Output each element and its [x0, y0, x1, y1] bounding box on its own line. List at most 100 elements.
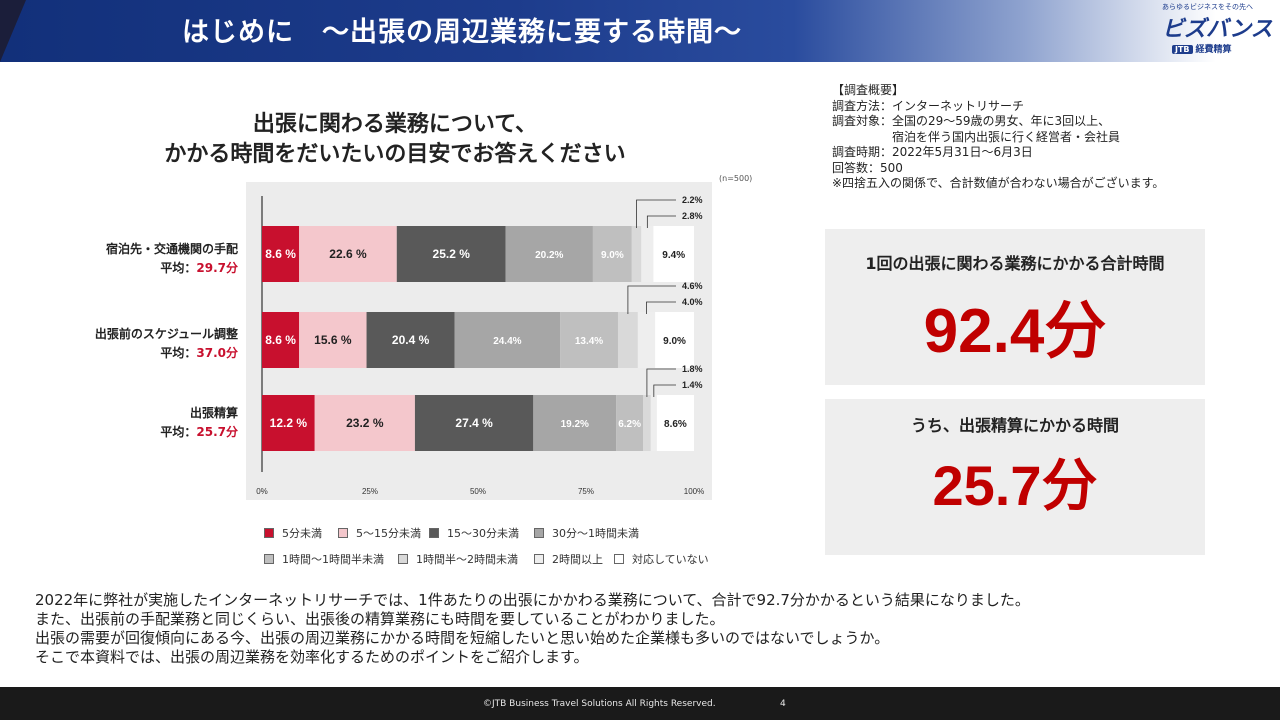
bar-segment: [414, 395, 534, 451]
survey-line: 回答数：500: [832, 160, 903, 175]
stat-label: 1回の出張に関わる業務にかかる合計時間: [865, 254, 1165, 273]
chart-panel: 0% 25% 50% 75% 100% 8.6 % 22.6 % 25.2 % 20.2% 9.0…: [246, 182, 712, 500]
bar-segment: [262, 312, 300, 368]
bar-segment: [533, 395, 617, 451]
average-prefix: 平均：: [160, 261, 197, 275]
legend-label: 1時間半～2時間未満: [416, 553, 518, 566]
legend-swatch: [614, 554, 624, 564]
row-label-settlement: 出張精算 平均：25.7分: [38, 404, 238, 442]
row-average: 平均：37.0分: [38, 344, 238, 363]
legend-item: 1時間～1時間半未満: [264, 551, 384, 567]
chart-sample-size: (n=500): [719, 174, 753, 183]
copyright: ©JTB Business Travel Solutions All Right…: [483, 699, 716, 709]
summary-line: 出張の需要が回復傾向にある今、出張の周辺業務にかかる時間を短縮したいと思い始めた…: [35, 629, 890, 647]
bar-data-label: 15.6 %: [314, 333, 352, 347]
bar-segment: [314, 395, 415, 451]
footer-bar: ©JTB Business Travel Solutions All Right…: [0, 687, 1280, 720]
legend-label: 対応していない: [632, 553, 709, 566]
bar-segment: [262, 395, 315, 451]
x-tick-label: 100%: [684, 487, 704, 496]
leader-line: [636, 199, 676, 228]
leader-line: [653, 384, 676, 397]
legend-swatch: [264, 554, 274, 564]
average-prefix: 平均：: [160, 425, 197, 439]
legend-swatch: [534, 554, 544, 564]
survey-line: 宿泊を伴う国内出張に行く経営者・会社員: [832, 129, 1121, 144]
bar-segment: [262, 226, 300, 282]
bar-data-label: 20.2%: [535, 250, 563, 261]
survey-overview: 【調査概要】 調査方法：インターネットリサーチ 調査対象：全国の29～59歳の男…: [832, 83, 1164, 192]
bar-segment: [643, 395, 651, 451]
legend-item: 1時間半～2時間未満: [398, 551, 518, 567]
x-tick-label: 0%: [256, 487, 268, 496]
legend-swatch: [534, 528, 544, 538]
bar-segment: [650, 395, 657, 451]
bar-data-label: 25.2 %: [433, 247, 471, 261]
bar-segment: [653, 226, 694, 282]
legend-label: 5～15分未満: [356, 527, 421, 540]
bar-data-label: 9.0%: [601, 250, 624, 261]
logo-sub-text: 経費精算: [1195, 45, 1232, 55]
bar-segment: [560, 312, 618, 368]
leader-line: [646, 301, 676, 314]
chart-title-line-2: かかる時間をだいたいの目安でお答えください: [164, 142, 626, 167]
bar-data-label: 12.2 %: [270, 416, 308, 430]
bar-segment: [366, 312, 455, 368]
row-label-schedule: 出張前のスケジュール調整 平均：37.0分: [38, 325, 238, 363]
bar-data-label: 8.6%: [664, 419, 687, 430]
legend-label: 1時間～1時間半未満: [282, 553, 384, 566]
legend-item: 15～30分未満: [429, 525, 519, 541]
stat-value: 25.7分: [932, 454, 1098, 517]
logo-name: ビズバンス: [1162, 17, 1273, 42]
page-title: はじめに ～出張の周辺業務に要する時間～: [182, 17, 742, 48]
chart-title: 出張に関わる業務について、 かかる時間をだいたいの目安でお答えください: [160, 110, 630, 170]
chart-title-line-1: 出張に関わる業務について、: [252, 112, 538, 137]
stat-value: 92.4分: [923, 297, 1107, 366]
average-value: 25.7分: [196, 425, 238, 439]
legend-item: 2時間以上: [534, 551, 603, 567]
bar-data-label: 1.4%: [682, 380, 703, 390]
bar-data-label: 8.6 %: [265, 247, 296, 261]
bar-data-label: 19.2%: [561, 419, 589, 430]
bar-data-label: 8.6 %: [265, 333, 296, 347]
legend-item: 対応していない: [614, 551, 709, 567]
row-label-text: 出張精算: [189, 406, 238, 420]
average-value: 37.0分: [196, 346, 238, 360]
bar-segment: [637, 312, 656, 368]
stat-box-settlement: うち、出張精算にかかる時間 25.7分: [825, 399, 1205, 555]
bar-data-label: 20.4 %: [392, 333, 430, 347]
logo-sub: JTB 経費精算: [1172, 42, 1232, 55]
average-value: 29.7分: [196, 261, 238, 275]
summary-text: 2022年に弊社が実施したインターネットリサーチでは、1件あたりの出張にかかわる…: [35, 591, 1030, 667]
bar-data-label: 4.0%: [682, 297, 703, 307]
x-tick-label: 75%: [578, 487, 594, 496]
bar-segment: [655, 312, 694, 368]
legend-item: 30分～1時間未満: [534, 525, 639, 541]
x-tick-label: 25%: [362, 487, 378, 496]
bar-segment: [299, 312, 367, 368]
legend-swatch: [398, 554, 408, 564]
header-corner-accent: [0, 0, 26, 62]
bar-segment: [505, 226, 593, 282]
bar-data-label: 2.2%: [682, 195, 703, 205]
legend-item: 5分未満: [264, 525, 322, 541]
bar-data-label: 13.4%: [575, 336, 603, 347]
bar-data-label: 24.4%: [493, 336, 521, 347]
stat-box-total: 1回の出張に関わる業務にかかる合計時間 92.4分: [825, 229, 1205, 385]
bar-data-label: 9.4%: [662, 250, 685, 261]
bar-segment: [299, 226, 397, 282]
survey-line: 調査対象：全国の29～59歳の男女、年に3回以上、: [832, 114, 1111, 128]
leader-line: [646, 368, 676, 397]
row-label-accommodation: 宿泊先・交通機関の手配 平均：29.7分: [38, 240, 238, 278]
bar-data-label: 23.2 %: [346, 416, 384, 430]
logo-jtb-badge: JTB: [1172, 45, 1193, 54]
legend-swatch: [429, 528, 439, 538]
bar-segment: [592, 226, 632, 282]
bar-segment: [641, 226, 654, 282]
legend-item: 5～15分未満: [338, 525, 421, 541]
summary-line: また、出張前の手配業務と同じくらい、出張後の精算業務にも時間を要していることがわ…: [35, 610, 725, 628]
stat-label: うち、出張精算にかかる時間: [910, 416, 1119, 435]
legend-label: 2時間以上: [552, 553, 603, 566]
bar-segment: [396, 226, 506, 282]
legend-label: 30分～1時間未満: [552, 527, 639, 540]
